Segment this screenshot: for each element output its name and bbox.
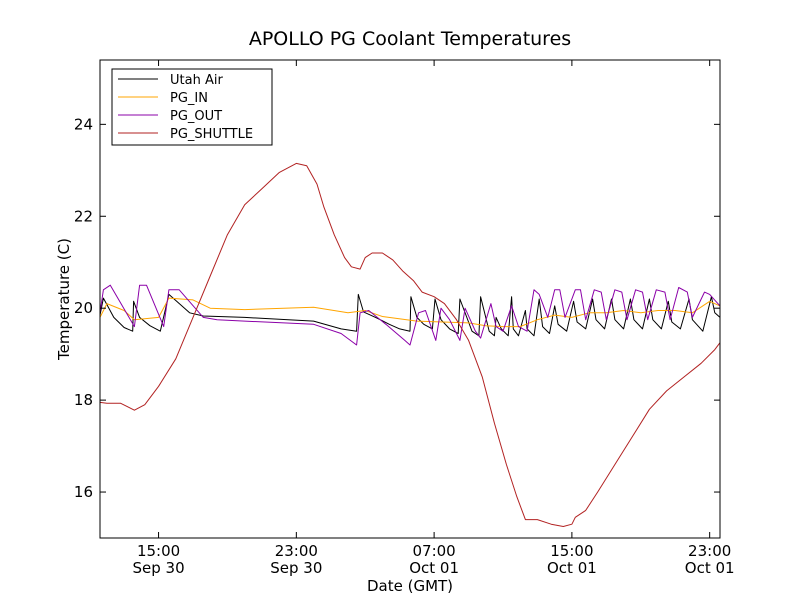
x-tick-label-time: 15:00 — [137, 542, 180, 560]
y-tick-label: 22 — [74, 207, 93, 225]
series-line-pg-in — [99, 297, 721, 328]
x-tick-label-time: 23:00 — [275, 542, 318, 560]
x-tick-label-date: Oct 01 — [685, 559, 735, 577]
legend-box — [111, 68, 273, 146]
series-line-utah-air — [99, 293, 721, 337]
y-axis-label: Temperature (C) — [55, 238, 73, 361]
y-tick-label: 20 — [74, 299, 93, 317]
chart-title: APOLLO PG Coolant Temperatures — [249, 28, 571, 50]
x-axis-label: Date (GMT) — [367, 577, 453, 595]
x-tick-label-time: 07:00 — [412, 542, 455, 560]
series-line-pg-shuttle — [99, 162, 721, 527]
y-tick-label: 16 — [74, 483, 93, 501]
legend-label-utah-air: Utah Air — [170, 73, 223, 88]
series-line-pg-out — [99, 284, 721, 346]
plot-frame — [99, 59, 721, 539]
legend: Utah Air PG_IN PG_OUT PG_SHUTTLE — [111, 68, 273, 146]
legend-label-pg-out: PG_OUT — [170, 109, 222, 124]
x-tick-label-date: Oct 01 — [547, 559, 597, 577]
x-tick-label-date: Oct 01 — [409, 559, 459, 577]
x-tick-label-date: Sep 30 — [132, 559, 184, 577]
x-tick-label-time: 23:00 — [688, 542, 731, 560]
x-tick-label-date: Sep 30 — [270, 559, 322, 577]
y-tick-label: 18 — [74, 391, 93, 409]
legend-label-pg-shuttle: PG_SHUTTLE — [170, 127, 253, 142]
y-tick-label: 24 — [74, 115, 93, 133]
x-tick-label-time: 15:00 — [550, 542, 593, 560]
legend-label-pg-in: PG_IN — [170, 91, 208, 106]
series-layer — [99, 162, 721, 527]
